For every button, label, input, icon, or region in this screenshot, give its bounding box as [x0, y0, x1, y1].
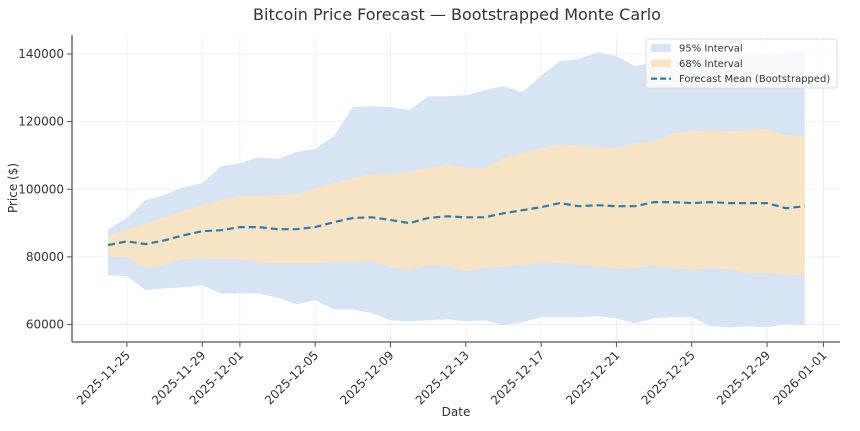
y-tick-label: 100000	[18, 182, 64, 196]
y-tick-label: 80000	[26, 250, 64, 264]
legend-label: 95% Interval	[679, 44, 743, 55]
x-tick-label: 2025-11-25	[74, 348, 133, 407]
x-tick-label: 2025-12-17	[488, 348, 547, 407]
legend-swatch-68	[651, 59, 671, 67]
x-tick-label: 2025-12-05	[262, 348, 321, 407]
x-tick-label: 2025-12-21	[563, 348, 622, 407]
y-tick-label: 60000	[26, 318, 64, 332]
x-tick-label: 2026-01-01	[770, 348, 829, 407]
x-tick-label: 2025-12-09	[337, 348, 396, 407]
legend: 95% Interval 68% Interval Forecast Mean (B…	[646, 39, 837, 88]
y-axis-label: Price ($)	[6, 163, 20, 213]
x-axis-label: Date	[442, 405, 471, 419]
legend-label: Forecast Mean (Bootstrapped)	[679, 74, 830, 85]
y-tick-label: 140000	[18, 47, 64, 61]
x-tick-label: 2025-12-29	[714, 348, 773, 407]
y-tick-label: 120000	[18, 115, 64, 129]
x-tick-label: 2025-12-13	[413, 348, 472, 407]
legend-swatch-95	[651, 44, 671, 52]
interval-bands	[108, 51, 805, 327]
x-tick-label: 2025-12-25	[639, 348, 698, 407]
legend-label: 68% Interval	[679, 59, 743, 70]
chart-title: Bitcoin Price Forecast — Bootstrapped Mo…	[253, 5, 661, 24]
